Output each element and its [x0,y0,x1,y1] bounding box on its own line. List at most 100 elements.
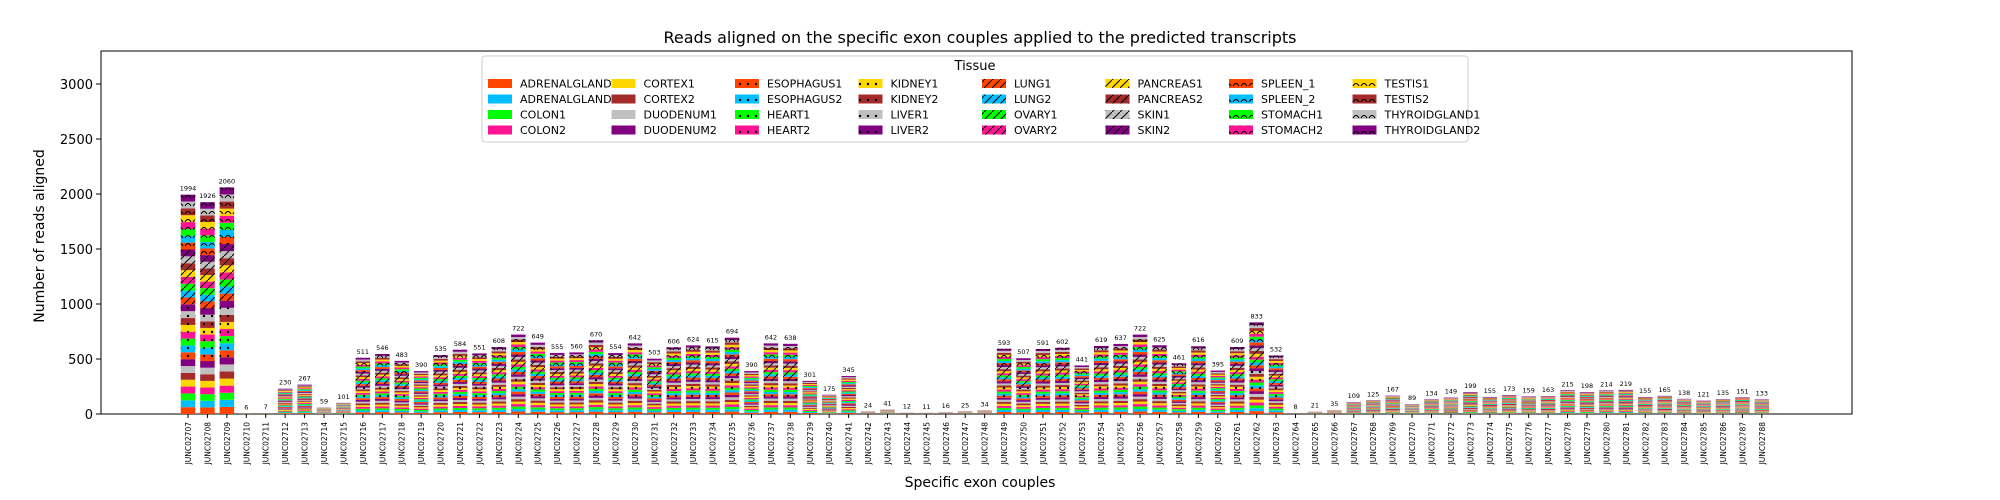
bar-segment-hatch [1074,398,1090,401]
bar-segment [1210,373,1226,375]
bar-segment [841,410,856,412]
bar-segment [1735,399,1750,400]
bar-data-label: 609 [1231,337,1243,345]
bar-segment [277,394,293,396]
x-tick-label: JUNC02745 [922,422,931,466]
bar-segment [821,410,837,411]
bar-segment [1540,408,1556,410]
bar-group: 593 [996,339,1012,414]
bar-segment [1638,396,1653,398]
bar-segment-hatch [1035,369,1051,372]
bar-segment [821,412,837,414]
bar-segment [1463,411,1478,412]
bar-segment [277,411,293,413]
bar-segment-hatch [1268,362,1284,365]
bar-segment [1463,413,1478,414]
bar-segment [1210,390,1226,393]
bar-segment [297,411,312,413]
bar-segment-hatch [1074,395,1090,398]
bar-segment [1540,406,1556,407]
bar-segment [394,400,409,403]
bar-segment [1599,397,1614,398]
bar-segment-hatch [200,321,215,328]
bar-segment-hatch [1093,362,1109,366]
bar-segment [1385,407,1400,409]
bar-segment-hatch [200,241,215,249]
legend-swatch-hatch [1352,125,1377,135]
bar-segment-hatch [1152,371,1167,374]
bar-segment-hatch [783,361,798,364]
bar-segment-hatch [491,347,507,350]
bar-group: 642 [627,333,643,414]
bar-segment-hatch [1035,348,1051,352]
bar-segment-hatch [1113,357,1128,360]
bar-segment-hatch [549,389,565,392]
legend-label: PANCREAS1 [1138,78,1203,91]
bar-segment-hatch [1171,388,1187,391]
legend-label: COLON1 [520,109,566,122]
bar-data-label: 138 [1678,389,1690,397]
bar-segment [530,400,545,403]
bar-segment [1482,398,1498,399]
bar-segment [841,384,856,386]
bar-segment [1443,403,1459,404]
bar-segment [647,407,662,409]
bar-segment-hatch [219,201,235,209]
legend-item: HEART2 [735,124,810,137]
bar-segment-hatch [763,365,779,368]
bar-segment [297,394,312,396]
bar-segment [413,381,429,384]
bar-data-label: 555 [551,343,563,351]
bar-segment-hatch [705,373,720,376]
bar-segment [1560,394,1575,396]
bar-segment-hatch [647,369,662,371]
bar-data-label: 214 [1600,380,1612,388]
legend-item: TESTIS1 [1352,78,1429,91]
bar-segment-hatch [1132,354,1148,357]
bar-segment-hatch [608,364,623,367]
bar-segment-hatch [1229,355,1245,358]
bar-segment-hatch [355,364,371,367]
bar-segment [1501,396,1517,397]
bar-segment-hatch [569,373,584,376]
bar-segment [1657,399,1672,401]
bar-segment-hatch [627,369,643,373]
bar-data-label: 151 [1736,387,1748,395]
x-tick-label: JUNC02772 [1447,422,1456,466]
bar-segment-hatch [1093,394,1109,397]
bar-group: 7 [258,403,273,414]
bar-segment [1579,405,1595,406]
bar-segment-hatch [180,228,196,236]
bar-segment-hatch [549,352,565,355]
bar-segment [297,391,312,393]
bar-segment [1132,411,1148,414]
bar-group: 1994 [180,185,196,414]
bar-segment [1521,396,1536,398]
bar-segment [1638,408,1653,409]
bar-segment-hatch [996,379,1012,382]
bar-segment-hatch [608,387,623,390]
bar-segment-hatch [1035,371,1051,374]
bar-segment-hatch [996,381,1012,384]
bar-segment [1735,407,1750,408]
bar-segment [1735,404,1750,406]
bar-segment-hatch [627,387,643,390]
bar-segment [1113,396,1128,399]
x-tick-label: JUNC02762 [1253,422,1262,466]
bar-segment-hatch [996,358,1012,362]
bar-segment [821,405,837,407]
bar-segment [1560,390,1575,392]
bar-segment-hatch [783,346,798,349]
bar-segment [1579,402,1595,404]
legend-swatch [488,125,512,135]
bar-segment-hatch [1055,372,1070,375]
bar-segment [821,394,837,396]
bar-segment [297,405,312,407]
bar-segment [802,399,818,401]
bar-segment [1638,405,1653,407]
bar-segment-hatch [724,359,740,362]
bar-segment-hatch [685,360,701,363]
bar-segment [413,400,429,402]
bar-segment [1560,391,1575,393]
bar-segment [1385,409,1400,410]
